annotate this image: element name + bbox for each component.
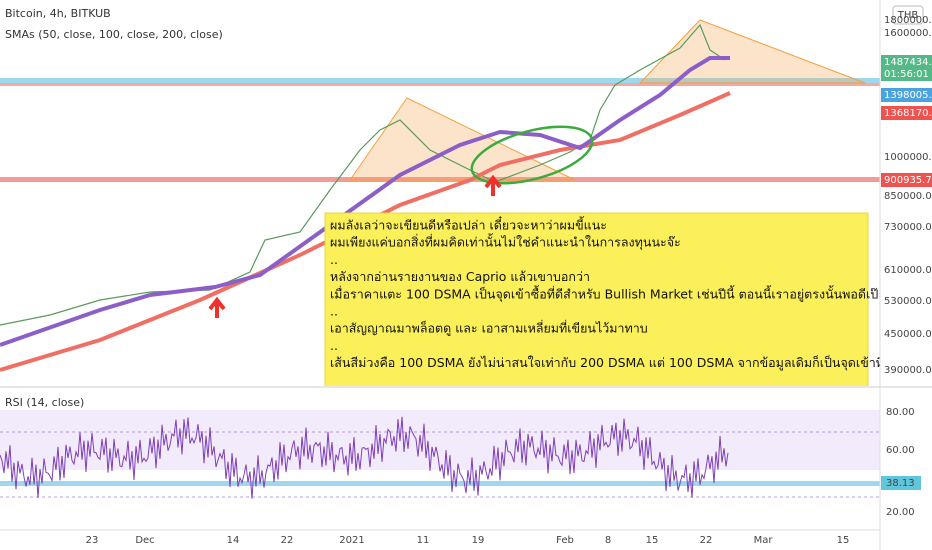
price-label: 390000.00 [884,365,932,376]
rsi-label-box [881,476,921,490]
note-line: เส้นสีม่วงคือ 100 DSMA ยังไม่น่าสนใจเท่า… [330,354,932,371]
price-line [0,23,726,326]
triangle [349,97,576,181]
price-label: 01:56:01 [884,69,929,80]
price-label: 1368170.25 [884,108,932,119]
time-label: 23 [86,535,99,546]
time-label: Mar [754,535,774,546]
time-label: 19 [472,535,485,546]
price-label: 1487434.20 [884,57,932,68]
price-label: 610000.00 [884,265,932,276]
arrow [484,174,502,196]
sma-100 [0,56,730,347]
price-label: 900935.78 [884,175,932,186]
price-label-box [881,106,932,120]
support-line [0,78,880,83]
symbol: Bitcoin, 4h, BITKUB [5,7,111,20]
price-label: 1600000.00 [884,28,932,39]
note-line: .. [330,338,338,353]
time-label: 15 [646,535,659,546]
arrow [208,296,226,318]
main-pane: ผมลังเลว่าจะเขียนดีหรือเปล่า เดี๋ยวจะหาว… [0,7,932,386]
price-label: 850000.00 [884,191,932,202]
rsi-title: RSI (14, close) [5,396,84,409]
note-line: .. [330,252,338,267]
time-label: 14 [227,535,240,546]
highlight-ellipse [470,125,594,185]
price-label-box [881,67,932,81]
note-box [324,212,869,386]
price-label: 1000000.00 [884,152,932,163]
time-label: 2021 [339,535,364,546]
time-label: Feb [556,535,574,546]
axes: 1800000.00 1600000.00 1487434.2001:56:01 13… [86,15,932,546]
currency-badge[interactable] [892,5,924,25]
note-line: เมื่อราคาแตะ 100 DSMA เป็นจุดเข้าซื้อที่… [330,284,885,302]
price-label: 530000.00 [884,296,932,307]
price-label: 450000.00 [884,329,932,340]
rsi-axis-label: 20.00 [886,507,915,518]
rsi-line [0,416,729,499]
price-label: 1800000.00 [884,15,932,26]
price-label: 1398005.10 [884,90,932,101]
note: ผมลังเลว่าจะเขียนดีหรือเปล่า เดี๋ยวจะหาว… [330,216,932,372]
rsi-line-level [0,481,880,486]
time-label: 8 [605,535,611,546]
time-label: 22 [700,535,713,546]
note-line: .. [330,304,338,319]
note-line: เอาสัญญาณมาพล็อตดู และ เอาสามเหลี่ยมที่เ… [330,320,648,337]
price-label-box [881,173,932,187]
time-label: 22 [281,535,294,546]
time-label: Dec [135,535,154,546]
note-line: ผมลังเลว่าจะเขียนดีหรือเปล่า เดี๋ยวจะหาว… [330,216,607,233]
rsi-axis-label: 80.00 [886,407,915,418]
time-label: 11 [417,535,430,546]
indicator: SMAs (50, close, 100, close, 200, close) [5,28,223,41]
rsi-band [0,410,880,470]
time-label: 15 [837,535,850,546]
support-line [0,83,880,86]
price-label-box [881,88,932,102]
note-line: หลังจากอ่านรายงานของ Caprio แล้วเขาบอกว่… [330,269,590,284]
sma-200 [0,91,731,372]
price-label-box [881,55,932,69]
price-label: 730000.00 [884,222,932,233]
currency: THB [897,10,919,21]
rsi-axis-label: 38.13 [886,478,915,489]
rsi-axis-label: 60.00 [886,445,915,456]
note-line: ผมเพียงแค่บอกสิ่งที่ผมคิดเท่านั้นไม่ใช่ค… [330,233,681,251]
